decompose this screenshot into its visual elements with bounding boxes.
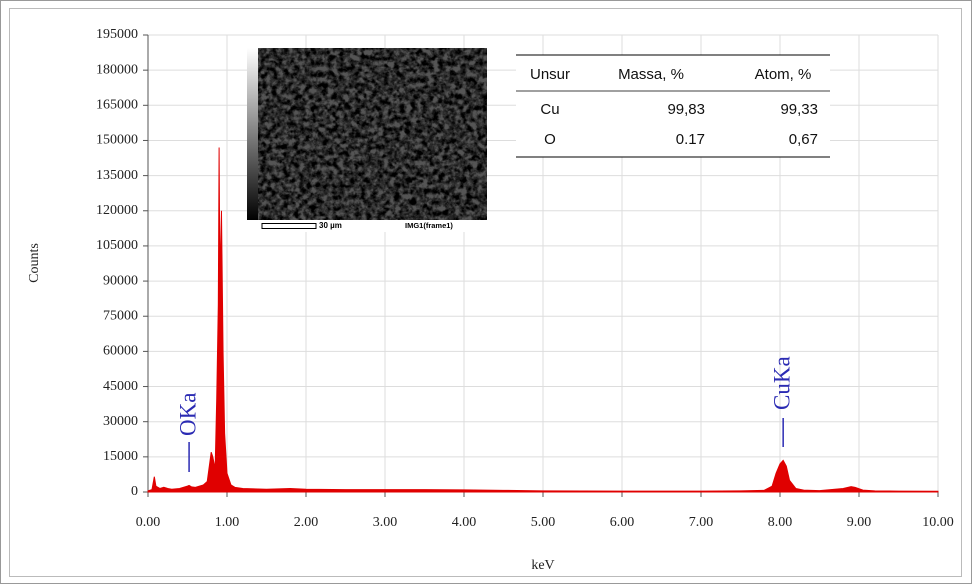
y-tick-label: 150000 — [96, 133, 138, 148]
x-tick-label: 10.00 — [922, 515, 954, 530]
table-header: Unsur — [530, 66, 570, 83]
y-tick-label: 195000 — [96, 27, 138, 42]
x-tick-label: 7.00 — [689, 515, 714, 530]
y-tick-label: 60000 — [103, 344, 138, 359]
annotation-label: CuKa — [769, 356, 794, 410]
table-cell: 99,83 — [667, 101, 705, 118]
chart-frame — [9, 8, 962, 577]
x-tick-label: 9.00 — [847, 515, 872, 530]
y-tick-label: 120000 — [96, 203, 138, 218]
x-axis-title: keV — [531, 558, 554, 573]
y-tick-label: 30000 — [103, 414, 138, 429]
y-tick-label: 180000 — [96, 62, 138, 77]
y-tick-label: 165000 — [96, 98, 138, 113]
x-tick-label: 5.00 — [531, 515, 556, 530]
x-tick-label: 8.00 — [768, 515, 793, 530]
y-tick-label: 135000 — [96, 168, 138, 183]
x-tick-label: 2.00 — [294, 515, 319, 530]
y-tick-label: 15000 — [103, 449, 138, 464]
gray-scale-bar — [247, 48, 258, 220]
table-header: Atom, % — [755, 66, 812, 83]
sem-texture — [258, 48, 487, 220]
table-cell: O — [544, 131, 556, 148]
composition-table: Unsur Massa, % Atom, % Cu 99,83 99,33 O 0.17 0,6… — [516, 54, 830, 158]
image-caption: IMG1(frame1) — [405, 221, 453, 230]
table-cell: 0,67 — [789, 131, 818, 148]
x-tick-label: 1.00 — [215, 515, 240, 530]
inset-image: 30 µm IMG1(frame1) — [247, 48, 487, 232]
table-cell: 99,33 — [780, 101, 818, 118]
x-tick-label: 4.00 — [452, 515, 477, 530]
y-axis-title: Counts — [27, 243, 42, 283]
y-tick-label: 105000 — [96, 238, 138, 253]
spectrum-area — [147, 147, 939, 493]
y-tick-label: 45000 — [103, 379, 138, 394]
scale-bar — [261, 223, 317, 229]
annotation-label: OKa — [175, 393, 200, 436]
x-tick-label: 3.00 — [373, 515, 398, 530]
y-tick-label: 90000 — [103, 273, 138, 288]
scale-label: 30 µm — [319, 221, 342, 230]
table-cell: Cu — [540, 101, 559, 118]
table-background — [516, 55, 830, 157]
table-cell: 0.17 — [676, 131, 705, 148]
table-header: Massa, % — [618, 66, 684, 83]
x-tick-label: 6.00 — [610, 515, 635, 530]
x-tick-label: 0.00 — [136, 515, 161, 530]
y-tick-label: 0 — [131, 484, 138, 499]
y-tick-label: 75000 — [103, 308, 138, 323]
